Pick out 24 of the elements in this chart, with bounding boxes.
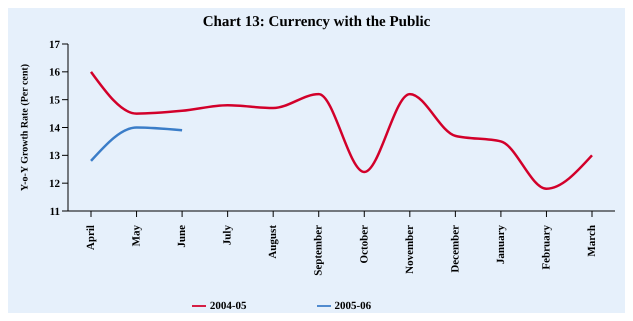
x-tick-label: June bbox=[176, 224, 188, 248]
y-tick-label: 16 bbox=[49, 66, 60, 79]
line-series bbox=[90, 70, 594, 190]
x-tick-label: February bbox=[540, 224, 552, 270]
x-tick-label: December bbox=[449, 224, 462, 273]
y-tick-label: 17 bbox=[49, 38, 60, 51]
legend-label: 2005-06 bbox=[334, 300, 372, 312]
x-tick-label: January bbox=[494, 224, 507, 264]
x-tick-label: October bbox=[358, 224, 370, 264]
y-axis-title: Y-o-Y Growth Rate (Per cent) bbox=[20, 64, 31, 192]
y-tick-label: 14 bbox=[49, 122, 60, 134]
x-tick-label: September bbox=[312, 224, 325, 276]
x-tick-label: November bbox=[404, 224, 416, 274]
x-tick-label: August bbox=[267, 224, 280, 259]
y-tick-label: 12 bbox=[49, 178, 60, 190]
x-tick-label: April bbox=[85, 225, 97, 250]
y-tick-label: 15 bbox=[49, 94, 60, 107]
x-tick-label: March bbox=[586, 225, 598, 257]
y-tick-label: 11 bbox=[50, 206, 60, 218]
chart-title: Chart 13: Currency with the Public bbox=[202, 13, 432, 32]
legend-label: 2004-05 bbox=[210, 300, 246, 312]
x-tick-label: May bbox=[130, 224, 143, 246]
y-tick-label: 13 bbox=[49, 150, 60, 162]
x-tick-label: July bbox=[222, 224, 234, 246]
